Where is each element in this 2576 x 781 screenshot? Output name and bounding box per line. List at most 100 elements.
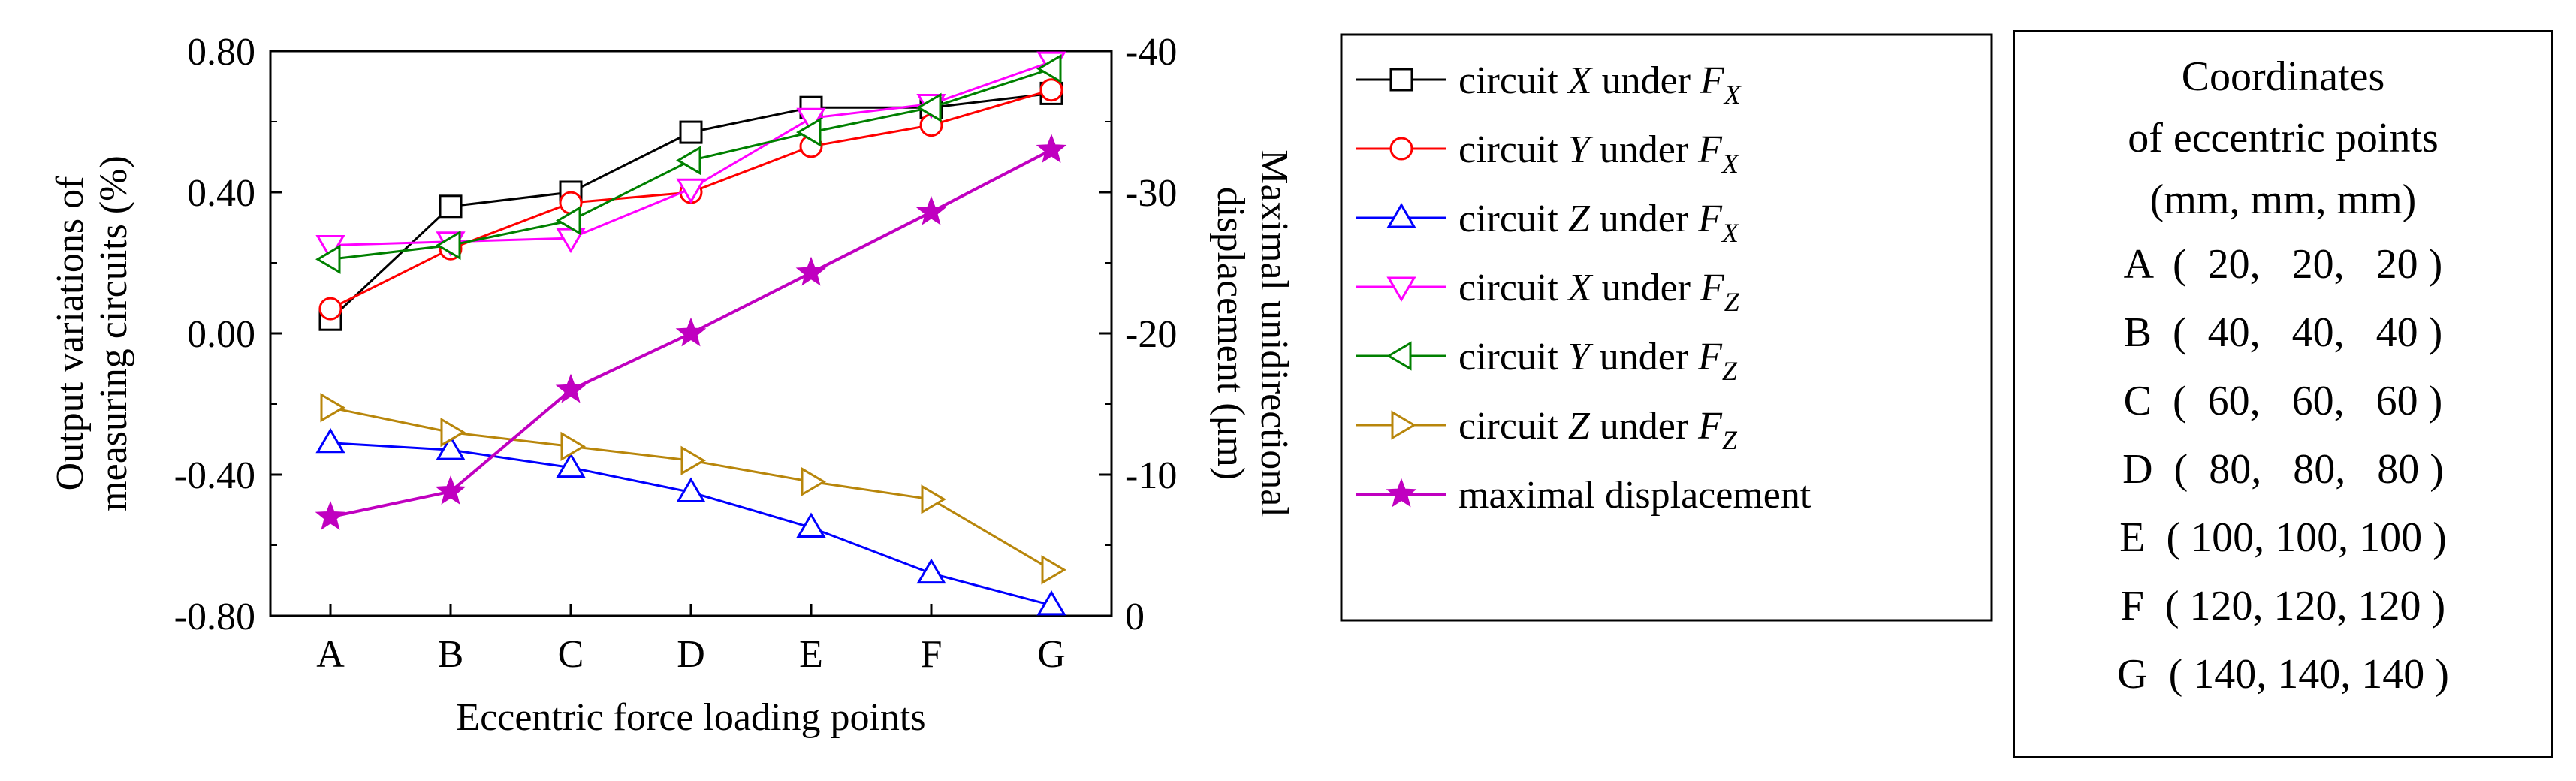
data-point [1036,53,1062,84]
data-point [1039,78,1063,102]
legend-label-text: under [1592,267,1700,309]
data-point [440,417,466,448]
legend-label-subscript: Z [1722,356,1738,386]
right-tick-label: -10 [1125,454,1177,497]
data-point [1036,590,1066,616]
legend-label: circuit Y under FZ [1458,336,1738,386]
data-point [921,484,946,514]
legend-marker [1386,478,1417,508]
legend-label-text: under [1590,128,1698,171]
data-point [801,466,826,497]
right-y-axis-label-line: Maximal unidirectional [1253,149,1296,517]
legend-entry: circuit X under FZ [1356,267,1740,317]
coordinates-title: Coordinates of eccentric points (mm, mm,… [2015,46,2551,231]
coordinate-row-b: B ( 40, 40, 40 ) [2123,309,2443,356]
legend-label-text: circuit [1458,267,1568,309]
coordinate-row-e: E ( 100, 100, 100 ) [2119,514,2447,561]
legend-label-subscript: Z [1722,425,1738,455]
legend-label-force: F [1700,59,1725,102]
data-point [679,120,703,144]
data-point [320,393,345,423]
legend-marker [1386,203,1416,228]
coordinates-title-line: of eccentric points [2128,115,2439,161]
data-point [315,500,346,530]
left-tick-label: -0.80 [174,596,255,638]
left-y-axis-label: Output variations ofmeasuring circuits (… [49,155,135,511]
series-3 [315,427,1066,616]
legend-label-subscript: X [1723,80,1742,110]
legend-label-text: under [1590,336,1698,378]
data-point [916,92,942,122]
coordinates-title-line: Coordinates [2181,53,2385,100]
legend-entry: circuit Z under FZ [1356,405,1738,455]
data-point [796,512,826,538]
axis-labels: Eccentric force loading points Output var… [49,149,1296,739]
data-point [676,477,706,502]
legend-label: maximal displacement [1458,474,1811,517]
coordinates-box: Coordinates of eccentric points (mm, mm,… [2013,30,2553,758]
legend-label-force: F [1697,405,1723,448]
legend-marker [1389,68,1413,92]
left-tick-label: 0.40 [187,172,255,215]
legend-entry: circuit Z under FX [1356,198,1740,248]
right-tick-label: 0 [1125,596,1145,638]
legend-label-text: circuit [1458,336,1568,378]
legend-entry: circuit Y under FX [1356,128,1740,179]
data-point [556,452,586,478]
data-point [560,431,586,462]
right-tick-label: -20 [1125,313,1177,356]
data-point [556,205,581,236]
chart-series [315,51,1067,616]
data-point [555,373,587,403]
data-point [796,117,822,147]
legend-entry: circuit Y under FZ [1356,336,1738,386]
coordinate-row-g: G ( 140, 140, 140 ) [2117,651,2449,698]
legend-label-text: circuit [1458,198,1568,240]
legend-label-subscript: Z [1724,287,1740,317]
legend-label-force: F [1697,336,1723,378]
right-tick-label: -30 [1125,172,1177,215]
data-point [1041,555,1066,585]
series-5 [315,53,1062,274]
legend-box [1340,33,1993,622]
coordinate-row-a: A ( 20, 20, 20 ) [2123,241,2443,288]
data-point [675,317,707,347]
right-y-axis-label: Maximal unidirectionaldisplacement (μm) [1209,149,1296,517]
legend-label-axis: Y [1568,128,1594,171]
legend-label-axis: X [1567,267,1594,309]
legend-entry: maximal displacement [1356,474,1811,517]
x-axis-label: Eccentric force loading points [456,696,925,739]
coordinate-row-c: C ( 60, 60, 60 ) [2123,378,2443,424]
left-tick-label: -0.40 [174,454,255,497]
legend-label-force: F [1697,198,1723,240]
x-tick-label: F [921,633,943,676]
data-point [315,244,341,274]
x-tick-label: C [558,633,584,676]
legend-label-text: under [1590,405,1698,448]
legend-label: circuit Z under FZ [1458,405,1738,455]
legend-label-axis: X [1567,59,1594,102]
data-point [315,427,345,454]
data-point [435,475,466,505]
legend-marker [1391,410,1416,440]
right-y-axis-label-line: displacement (μm) [1209,187,1252,480]
legend-label-axis: Z [1568,198,1591,240]
chart-ticks: 0.80 0.40 0.00 -0.40 -0.80 -40 -30 -20 -10 0 A B C D E… [174,31,1178,676]
coordinates-title-line: (mm, mm, mm) [2149,176,2417,223]
legend-label-text: circuit [1458,405,1568,448]
legend-label-text: maximal displacement [1458,474,1811,517]
legend-label-subscript: X [1721,149,1740,179]
x-tick-label: B [438,633,464,676]
legend-label-subscript: X [1721,218,1740,248]
left-y-axis-label-line: measuring circuits (%) [92,155,135,511]
coordinate-row-d: D ( 80, 80, 80 ) [2122,446,2444,493]
legend-label: circuit X under FZ [1458,267,1740,317]
legend-label-text: circuit [1458,59,1568,102]
legend-label: circuit Y under FX [1458,128,1740,179]
data-point [1036,134,1067,163]
legend-label: circuit X under FX [1458,59,1742,110]
legend-label-axis: Z [1568,405,1591,448]
data-point [436,435,466,460]
